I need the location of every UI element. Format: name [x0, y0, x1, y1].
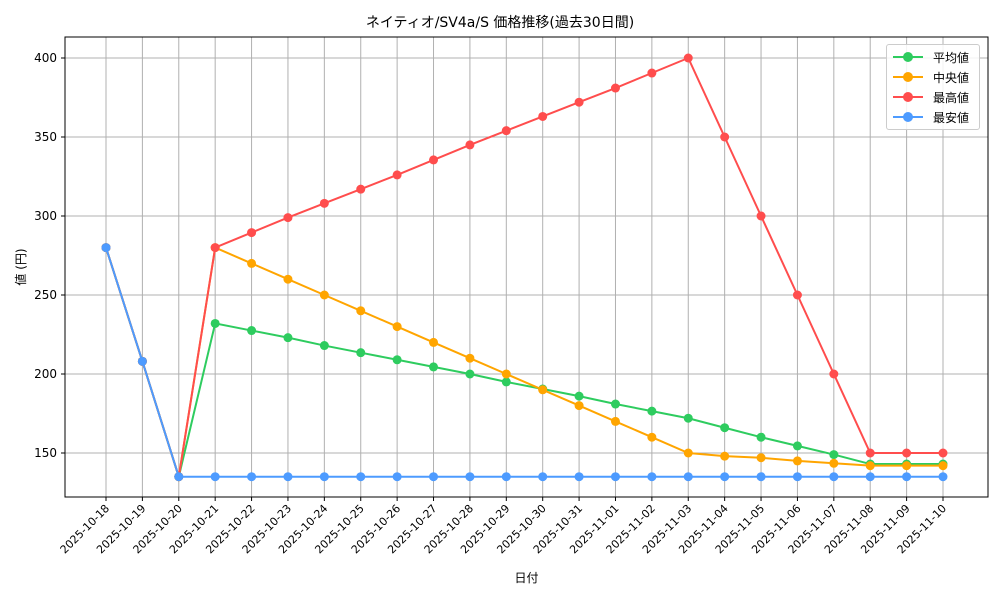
series-最安値	[101, 243, 948, 482]
legend-label: 平均値	[933, 50, 970, 65]
legend-item-min: 最安値	[893, 109, 969, 125]
chart-title: ネイティオ/SV4a/S 価格推移(過去30日間)	[365, 15, 635, 31]
legend-label: 中央値	[933, 70, 970, 85]
svg-text:400: 400	[34, 51, 57, 65]
legend-item-median: 中央値	[893, 69, 969, 85]
svg-text:日付: 日付	[514, 571, 538, 585]
legend-marker-icon	[893, 69, 923, 85]
legend-label: 最高値	[933, 90, 970, 105]
legend-label: 最安値	[933, 110, 970, 125]
svg-text:200: 200	[34, 367, 57, 381]
series-平均値	[101, 243, 948, 482]
chart-legend: 平均値 中央値 最高値 最安値	[886, 44, 980, 130]
svg-text:150: 150	[34, 446, 57, 460]
svg-text:300: 300	[34, 209, 57, 223]
legend-marker-icon	[893, 109, 923, 125]
legend-item-average: 平均値	[893, 49, 969, 65]
svg-text:250: 250	[34, 288, 57, 302]
legend-item-max: 最高値	[893, 89, 969, 105]
svg-text:350: 350	[34, 130, 57, 144]
svg-text:値 (円): 値 (円)	[13, 248, 28, 285]
series-中央値	[101, 243, 948, 482]
legend-marker-icon	[893, 89, 923, 105]
series-最高値	[101, 53, 948, 482]
legend-marker-icon	[893, 49, 923, 65]
